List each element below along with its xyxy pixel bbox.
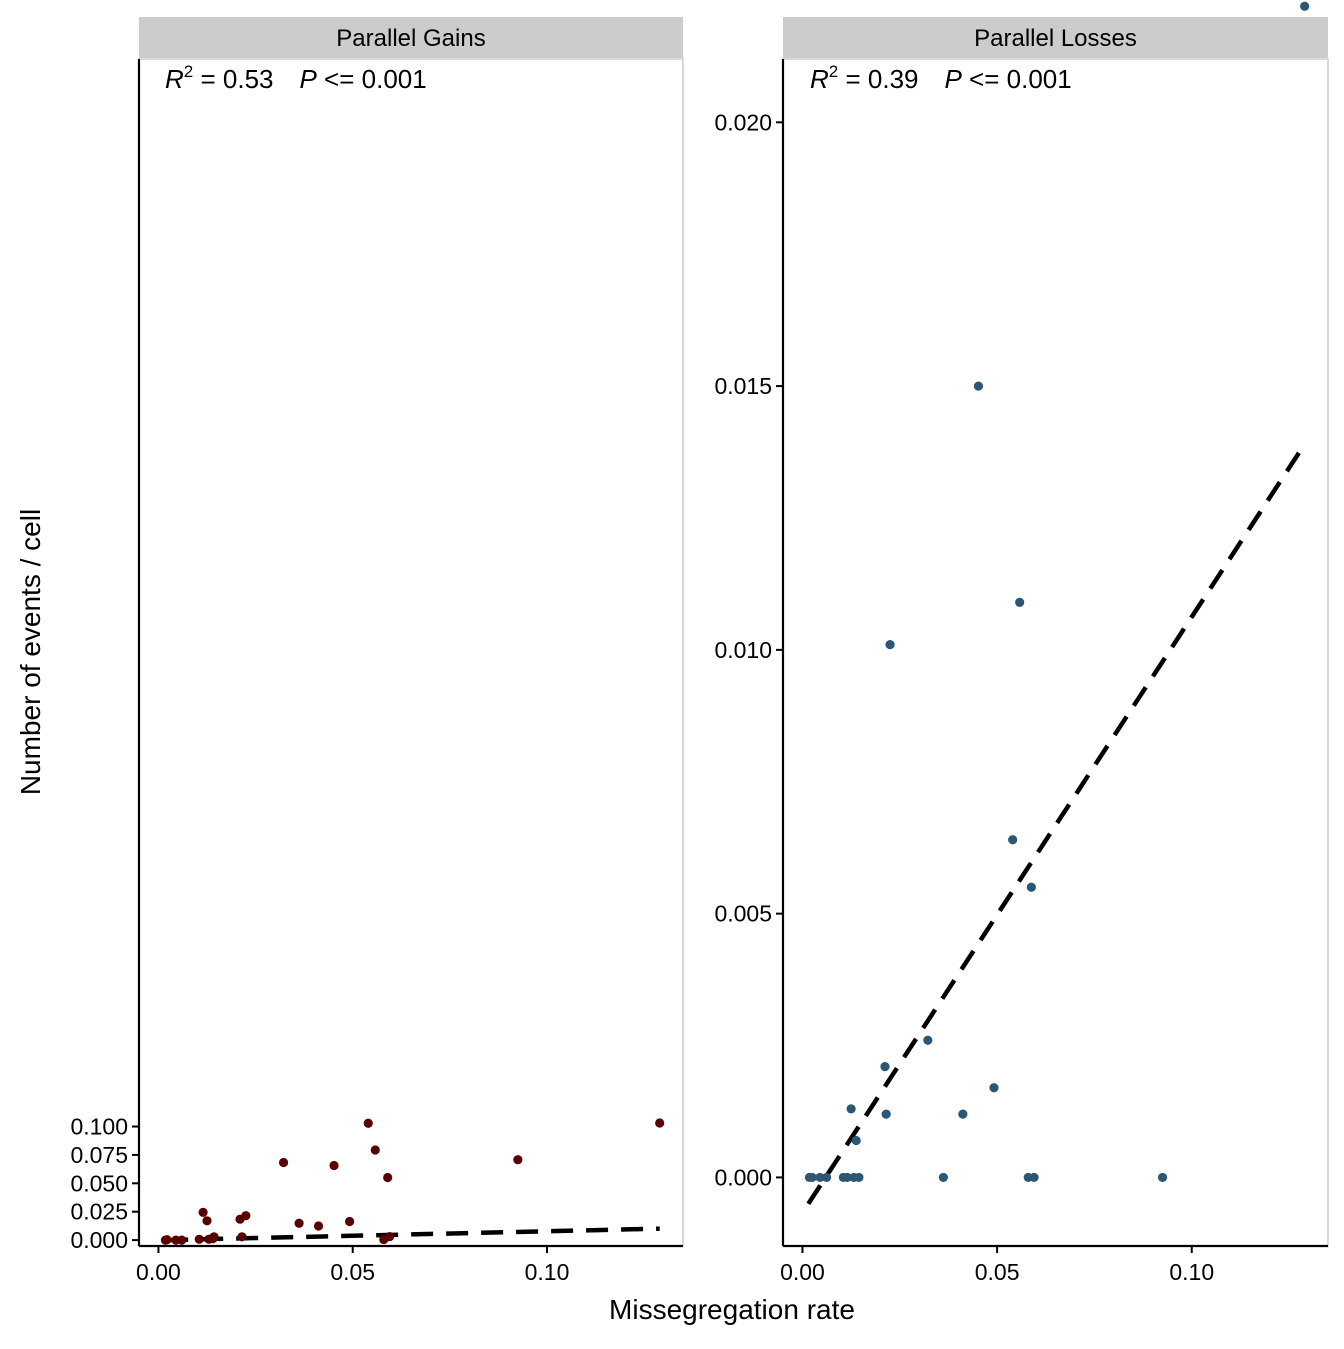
data-point xyxy=(880,1062,890,1072)
data-point xyxy=(162,1235,172,1245)
y-tick-label: 0.015 xyxy=(714,373,772,399)
data-point xyxy=(198,1207,208,1217)
data-point xyxy=(842,1172,852,1183)
panel-strip xyxy=(139,17,683,59)
r2-symbol: R xyxy=(165,64,184,94)
panel-1: Parallel Losses 0.000 0.005 0.010 0.015 0.020… xyxy=(714,1,1329,1285)
data-point xyxy=(938,1172,948,1183)
p-symbol: P xyxy=(299,64,317,94)
data-point xyxy=(329,1160,339,1171)
x-tick-label: 0.10 xyxy=(1169,1259,1214,1285)
data-point xyxy=(202,1216,212,1226)
data-point xyxy=(854,1172,864,1183)
panel-border xyxy=(138,58,684,1247)
y-tick-label: 0.000 xyxy=(714,1164,772,1190)
x-axis-title: Missegregation rate xyxy=(609,1294,855,1325)
r2-superscript: 2 xyxy=(829,62,838,81)
data-point xyxy=(313,1221,324,1231)
r2-superscript: 2 xyxy=(184,62,193,81)
data-point xyxy=(881,1109,891,1119)
fit-line xyxy=(806,442,1307,1206)
data-point xyxy=(385,1231,395,1242)
data-point xyxy=(958,1109,968,1119)
y-tick-label: 0.075 xyxy=(70,1142,128,1168)
r2-symbol: R xyxy=(810,64,829,94)
data-point xyxy=(885,639,895,650)
p-value: <= 0.001 xyxy=(317,64,427,94)
x-tick-label: 0.00 xyxy=(136,1259,181,1285)
x-tick-label: 0.10 xyxy=(525,1259,570,1285)
data-point xyxy=(1029,1172,1039,1183)
data-point xyxy=(237,1232,247,1242)
y-tick-label: 0.025 xyxy=(70,1199,128,1225)
y-axis-title: Number of events / cell xyxy=(15,509,46,795)
r2-value: = 0.53 xyxy=(193,64,299,94)
x-tick-label: 0.05 xyxy=(330,1259,375,1285)
y-tick-label: 0.000 xyxy=(70,1227,128,1253)
fit-line xyxy=(166,1226,660,1243)
data-point xyxy=(294,1218,304,1228)
panel-border xyxy=(782,58,1329,1247)
panel-title: Parallel Gains xyxy=(336,25,485,52)
data-point xyxy=(973,381,984,391)
data-point xyxy=(194,1234,204,1244)
data-point xyxy=(513,1155,523,1165)
data-point xyxy=(655,1118,665,1128)
data-point xyxy=(923,1035,933,1045)
data-point xyxy=(851,1135,861,1146)
data-point xyxy=(815,1172,825,1183)
y-tick-label: 0.005 xyxy=(714,901,772,927)
panel-title: Parallel Losses xyxy=(974,25,1137,52)
data-point xyxy=(1026,882,1036,892)
y-tick-label: 0.100 xyxy=(70,1114,128,1140)
data-point xyxy=(278,1157,289,1168)
data-point xyxy=(1300,1,1310,11)
x-tick-label: 0.05 xyxy=(975,1259,1020,1285)
data-point xyxy=(846,1104,856,1114)
data-point xyxy=(209,1232,219,1242)
stat-annotation: R2 = 0.53 P <= 0.001 xyxy=(165,62,427,94)
data-point xyxy=(1157,1172,1168,1183)
data-point xyxy=(370,1145,380,1155)
y-tick-label: 0.010 xyxy=(714,637,772,663)
data-point xyxy=(807,1172,817,1183)
data-point xyxy=(177,1235,187,1245)
data-point xyxy=(1008,835,1018,845)
data-point xyxy=(363,1118,373,1128)
r2-value: = 0.39 xyxy=(838,64,944,94)
data-point xyxy=(1015,597,1025,607)
stat-annotation: R2 = 0.39 P <= 0.001 xyxy=(810,62,1072,94)
y-tick-label: 0.020 xyxy=(714,109,772,135)
data-point xyxy=(241,1211,251,1221)
data-point xyxy=(345,1216,355,1227)
x-tick-label: 0.00 xyxy=(780,1259,825,1285)
panels: Parallel Gains0.0000.0250.0500.0750.1000… xyxy=(70,1,1329,1285)
data-point xyxy=(989,1083,999,1093)
p-value: <= 0.001 xyxy=(962,64,1072,94)
p-symbol: P xyxy=(944,64,962,94)
data-point xyxy=(383,1172,393,1183)
panel-strip xyxy=(783,17,1328,59)
y-tick-label: 0.050 xyxy=(70,1170,128,1196)
data-point xyxy=(822,1172,832,1183)
